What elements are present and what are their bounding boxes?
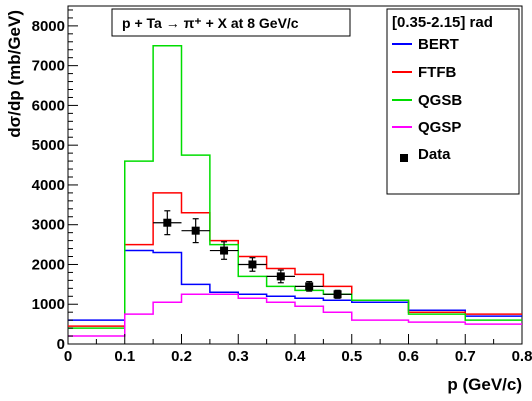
data-point xyxy=(238,257,267,272)
x-axis-title: p (GeV/c) xyxy=(447,375,522,394)
y-tick-label: 4000 xyxy=(32,177,65,194)
data-point xyxy=(153,210,182,236)
y-tick-label: 2000 xyxy=(32,256,65,273)
legend: [0.35-2.15] rad BERT FTFB QGSB QGSP Data xyxy=(386,8,520,195)
title-box xyxy=(111,8,351,37)
legend-item-ftfb: FTFB xyxy=(392,64,456,81)
x-tick-label: 0.7 xyxy=(455,348,476,365)
y-tick-label: 3000 xyxy=(32,217,65,234)
x-tick-label: 0.2 xyxy=(171,348,192,365)
legend-label: QGSP xyxy=(418,119,461,136)
data-point xyxy=(181,218,210,244)
x-tick-label: 0.1 xyxy=(114,348,135,365)
data-point xyxy=(323,289,352,299)
legend-marker xyxy=(400,154,408,162)
x-tick-label: 0.3 xyxy=(228,348,249,365)
y-tick-label: 0 xyxy=(57,336,65,353)
x-tick-label: 0.4 xyxy=(285,348,307,365)
legend-label: Data xyxy=(418,146,451,163)
series-bert-line xyxy=(68,249,522,321)
axes: 0 0.1 0.2 0.3 0.4 0.5 0.6 0.7 0.8 0 1000 2000 3000 40… xyxy=(32,9,532,365)
y-axis-title: dσ/dp (mb/GeV) xyxy=(5,10,24,138)
series-qgsp-line xyxy=(68,293,522,337)
series-qgsb-line xyxy=(68,45,522,329)
legend-label: QGSB xyxy=(418,92,462,109)
y-tick-label: 1000 xyxy=(32,296,65,313)
histogram-layer xyxy=(68,45,522,337)
y-tick-label: 6000 xyxy=(32,97,65,114)
x-tick-label: 0 xyxy=(64,348,72,365)
x-tick-label: 0.8 xyxy=(512,348,532,365)
legend-item-data: Data xyxy=(400,146,451,163)
legend-item-qgsb: QGSB xyxy=(392,92,462,109)
legend-label: FTFB xyxy=(418,64,456,81)
y-tick-label: 8000 xyxy=(32,18,65,35)
legend-label: BERT xyxy=(418,36,459,53)
data-point xyxy=(266,269,295,284)
x-tick-label: 0.6 xyxy=(398,348,419,365)
data-points-layer xyxy=(153,210,352,299)
legend-angle-range: [0.35-2.15] rad xyxy=(392,14,493,31)
data-point xyxy=(209,241,239,260)
legend-box xyxy=(386,8,520,195)
y-tick-label: 7000 xyxy=(32,58,65,75)
chart-title: p + Ta → π⁺ + X at 8 GeV/c xyxy=(122,15,299,31)
y-tick-label: 5000 xyxy=(32,137,65,154)
x-tick-label: 0.5 xyxy=(341,348,362,365)
legend-item-qgsp: QGSP xyxy=(392,119,461,136)
data-point xyxy=(295,280,324,292)
legend-item-bert: BERT xyxy=(392,36,459,53)
